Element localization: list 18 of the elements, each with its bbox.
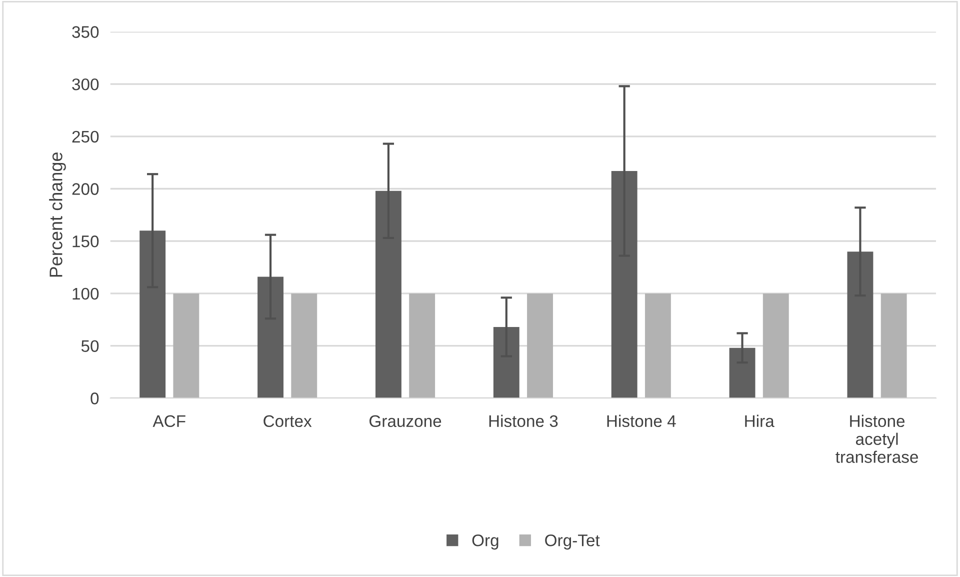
x-tick-label: Hira [745, 414, 774, 428]
legend-label: Org-Tet [545, 534, 600, 550]
y-tick-label: 0 [90, 392, 99, 404]
y-tick-label: 150 [72, 236, 99, 248]
x-tick-label: Histone 3 [489, 414, 558, 428]
x-tick-label: ACF [152, 415, 186, 428]
y-tick-label: 350 [72, 26, 99, 38]
y-tick-label: 250 [72, 130, 99, 143]
y-tick-label: 200 [72, 183, 99, 195]
y-tick-label: 100 [72, 288, 99, 300]
legend-label: Org [472, 534, 498, 550]
y-tick-label: 300 [72, 78, 99, 90]
x-tick-label: Histone acetyl transferase [836, 414, 918, 463]
y-axis-title: Percent change [49, 152, 66, 277]
x-tick-label: Histone 4 [607, 414, 676, 428]
x-tick-label: Cortex [264, 415, 312, 428]
x-tick-label: Grauzone [370, 415, 442, 428]
y-tick-label: 50 [81, 340, 99, 352]
